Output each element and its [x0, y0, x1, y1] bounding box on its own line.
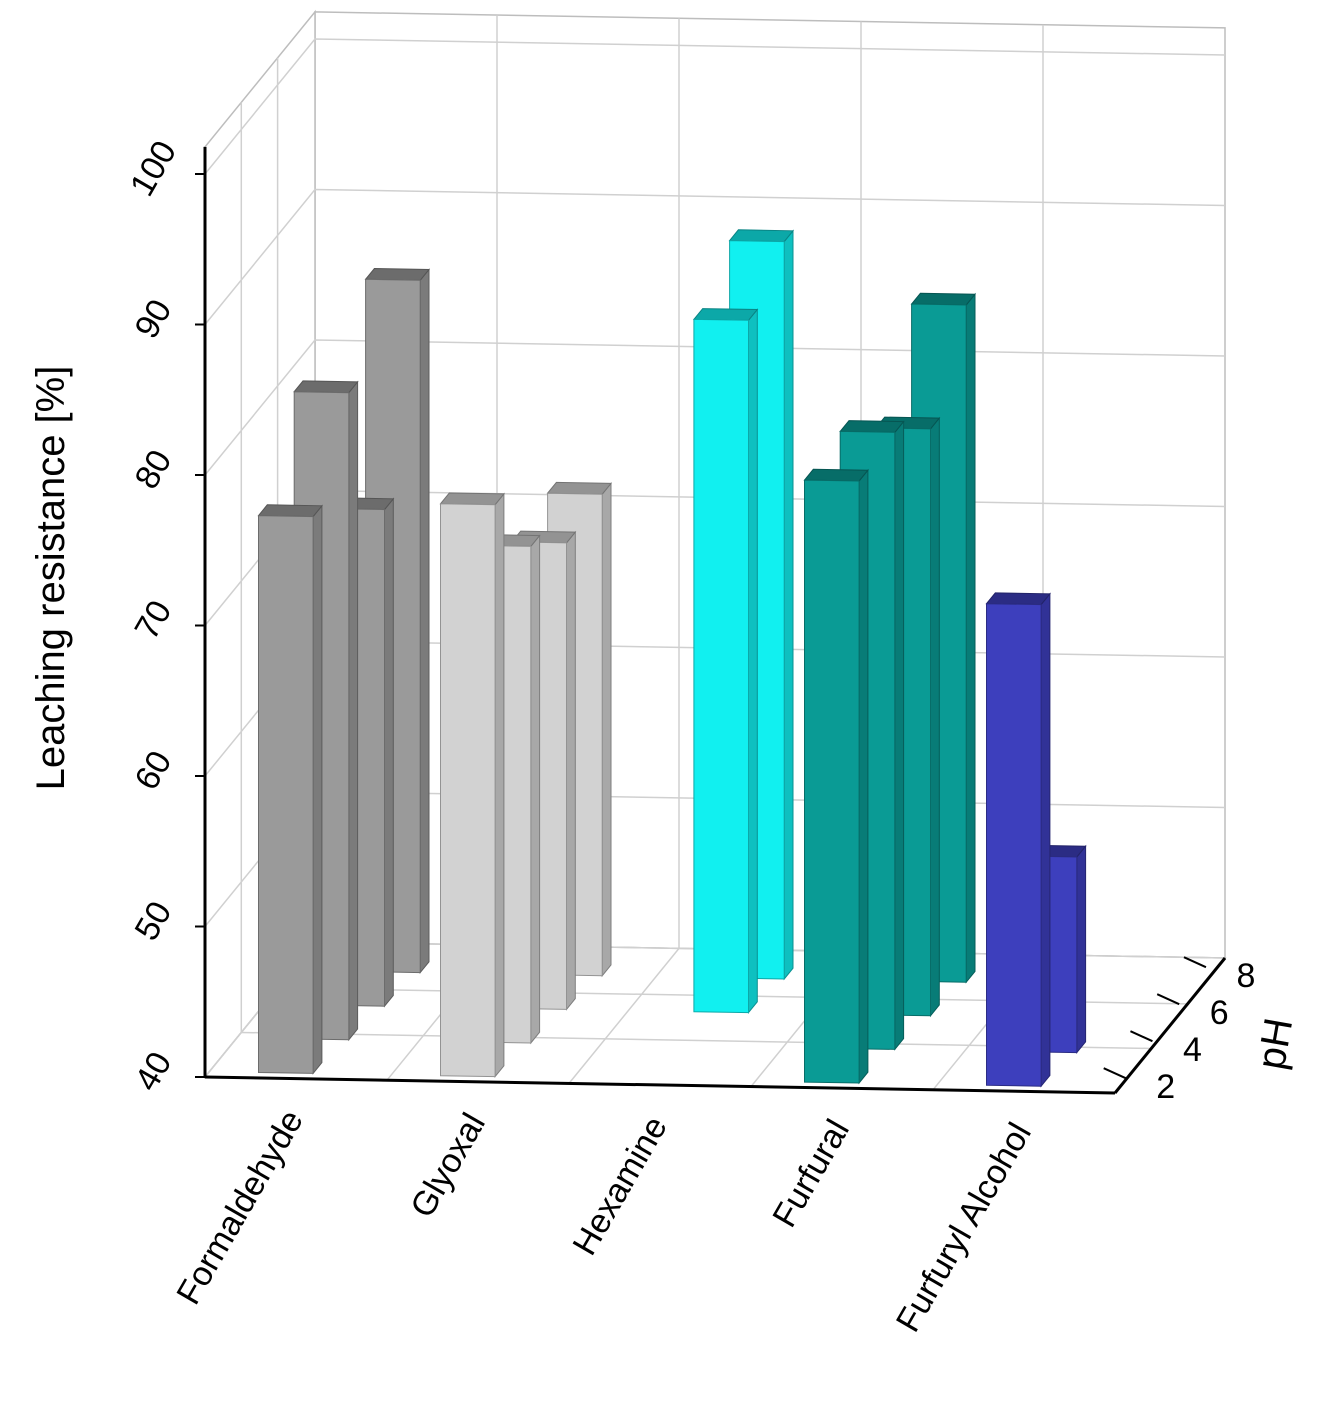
y-tick-label-70: 70 — [128, 594, 180, 646]
ph-tick-label-6: 6 — [1210, 994, 1229, 1032]
bar-side — [894, 420, 905, 1051]
ph-tick-label-4: 4 — [1183, 1031, 1202, 1069]
category-label-glyoxal: Glyoxal — [403, 1107, 493, 1224]
bar-side — [566, 530, 576, 1011]
bar-side — [419, 268, 430, 975]
bar-furfural-ph2 — [803, 468, 869, 1085]
bar-top — [692, 308, 759, 321]
category-label-hexamine: Hexamine — [565, 1110, 674, 1262]
bar-top — [439, 492, 505, 506]
bar-top — [257, 504, 323, 518]
bar-side — [930, 416, 940, 1018]
bar-hexamine-ph6 — [692, 308, 759, 1015]
bar-top — [985, 592, 1051, 606]
y-tick-label-60: 60 — [128, 745, 180, 797]
bar-side — [530, 534, 541, 1045]
bar-top — [728, 229, 795, 243]
floorline-cat-2 — [568, 947, 680, 1084]
category-label-furfural: Furfural — [765, 1113, 856, 1233]
bar-side — [601, 481, 612, 978]
bar-front — [804, 479, 860, 1084]
ph-tick-label-2: 2 — [1156, 1068, 1175, 1106]
bar-side — [494, 492, 505, 1079]
bar-side — [1040, 592, 1051, 1088]
bar-side — [965, 292, 976, 984]
bar-side — [783, 229, 794, 981]
y-tick-label-80: 80 — [128, 444, 180, 496]
bar-furfuryl-alcohol-ph2 — [985, 592, 1051, 1088]
x-axis-line — [204, 1075, 1116, 1095]
bar-top — [910, 292, 977, 306]
bar-side — [748, 308, 758, 1015]
bar-side — [312, 504, 323, 1075]
category-label-formaldehyde: Formaldehyde — [169, 1104, 311, 1311]
bar-glyoxal-ph2 — [439, 492, 505, 1079]
bar-side — [1076, 844, 1087, 1055]
bar-top — [546, 481, 613, 495]
bar-top — [293, 380, 359, 394]
y-tick-label-90: 90 — [128, 293, 180, 345]
bar-top — [839, 420, 905, 433]
bar-top — [803, 468, 869, 482]
ph-tick-6 — [1156, 993, 1180, 1006]
bar-formaldehyde-ph2 — [257, 504, 323, 1075]
ph-axis-title: pH — [1249, 1015, 1301, 1073]
y-tick-label-40: 40 — [128, 1046, 180, 1098]
ph-tick-label-8: 8 — [1236, 957, 1255, 995]
bar-side — [858, 468, 869, 1085]
ph-tick-2 — [1103, 1067, 1127, 1080]
ph-axis-line — [1113, 957, 1227, 1094]
ph-tick-4 — [1130, 1030, 1153, 1043]
bar-front — [693, 318, 749, 1014]
y-tick-label-100: 100 — [123, 134, 184, 202]
bar-front — [440, 503, 496, 1078]
y-tick-label-50: 50 — [128, 895, 180, 947]
y-axis-title: Leaching resistance [%] — [29, 366, 73, 791]
bars — [257, 229, 1087, 1088]
bar-front — [258, 515, 314, 1074]
bar-front — [986, 603, 1042, 1087]
axes — [195, 146, 1227, 1095]
bar-side — [384, 497, 394, 1008]
ph-tick-8 — [1183, 956, 1207, 969]
bar-side — [348, 380, 359, 1042]
bar-top — [364, 267, 431, 281]
category-label-furfuryl-alcohol: Furfuryl Alcohol — [889, 1116, 1039, 1338]
